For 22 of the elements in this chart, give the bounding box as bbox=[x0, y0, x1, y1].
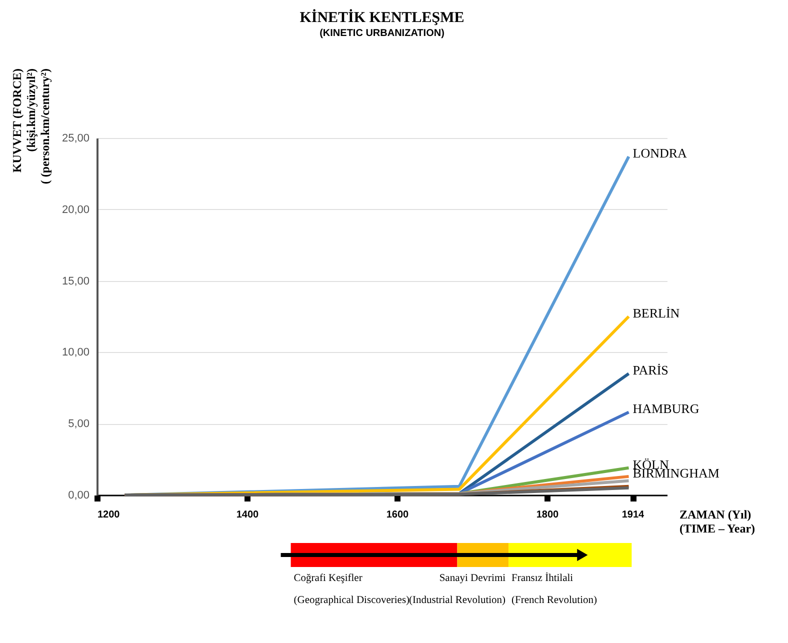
text: Sanayi Devrimi (Industrial Revolution) bbox=[409, 573, 506, 606]
x-axis-title: ZAMAN (Yıl) (TIME – Year) bbox=[680, 508, 756, 536]
series-label: PARİS bbox=[632, 362, 668, 378]
text: Fransız İhtilali (French Revolution) bbox=[512, 572, 598, 606]
x-tick-label: 1800 bbox=[536, 510, 560, 520]
y-tick-label: 0,00 bbox=[68, 490, 90, 502]
y-axis-title: KUVVET (FORCE) (kişi.km/yüzyıl²) ( (person.km/century²) bbox=[10, 68, 52, 184]
y-tick-label: 5,00 bbox=[68, 418, 90, 430]
x-tick-label: 1600 bbox=[386, 510, 410, 520]
chart-subtitle: (KINETIC URBANIZATION) bbox=[320, 28, 444, 39]
series-label: LONDRA bbox=[632, 146, 688, 161]
y-tick-label: 25,00 bbox=[62, 132, 90, 144]
series-label: HAMBURG bbox=[632, 401, 700, 416]
y-tick-label: 20,00 bbox=[62, 204, 90, 216]
text: Coğrafi Keşifler (Geographical Discoveries) bbox=[294, 573, 410, 606]
x-tick-label: 1914 bbox=[622, 510, 645, 520]
y-tick-label: 10,00 bbox=[62, 346, 90, 359]
y-tick-label: 15,00 bbox=[62, 275, 90, 288]
x-tick-label: 1400 bbox=[236, 510, 260, 520]
x-tick-label: 1200 bbox=[98, 510, 120, 520]
series-label: BERLİN bbox=[632, 306, 680, 320]
chart-title: KİNETİK KENTLEŞME bbox=[300, 9, 464, 26]
